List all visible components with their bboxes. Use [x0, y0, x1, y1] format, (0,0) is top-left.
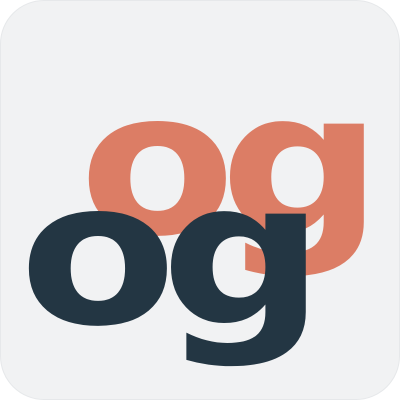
logo-front-mark: og [19, 138, 309, 371]
logo-back-mark: og [79, 48, 367, 281]
